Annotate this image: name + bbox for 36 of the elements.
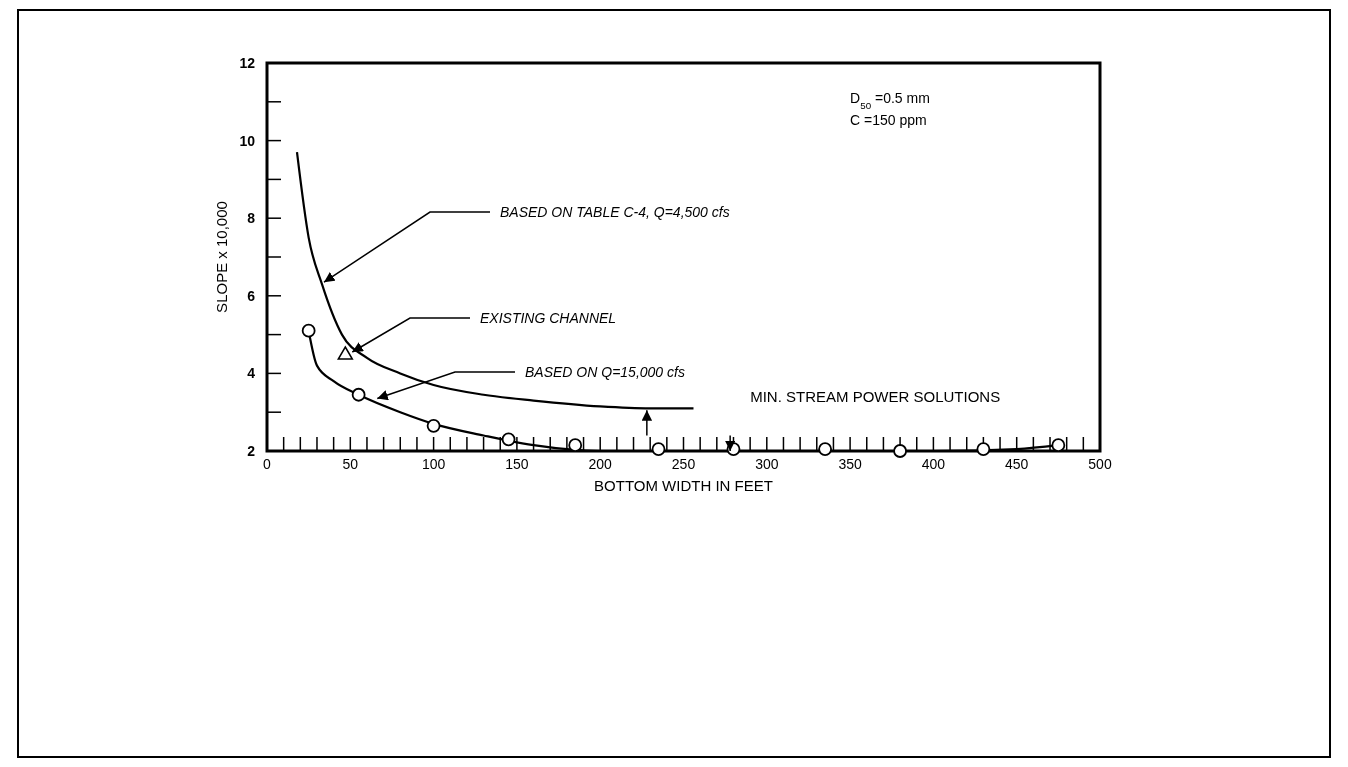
point: [651, 442, 666, 456]
x-tick-label: 100: [421, 456, 446, 472]
y-tick-label: 6: [247, 287, 256, 304]
annotation: BASED ON Q=15,000 cfs: [525, 363, 685, 380]
x-tick-label: 50: [342, 456, 359, 472]
x-tick-label: 200: [588, 456, 613, 472]
point: [337, 346, 354, 360]
annotation: EXISTING CHANNEL: [480, 309, 617, 326]
x-tick-label: 400: [921, 456, 946, 472]
y-tick-label: 4: [247, 365, 256, 382]
y-tick-label: 10: [239, 132, 256, 149]
annotation: C =150 ppm: [850, 112, 927, 128]
y-tick-label: 12: [239, 54, 256, 71]
point: [301, 323, 316, 338]
point: [976, 442, 991, 456]
point: [351, 387, 366, 402]
x-tick-label: 500: [1088, 456, 1112, 472]
point: [818, 442, 833, 456]
point: [501, 432, 516, 447]
annotation: BASED ON TABLE C-4, Q=4,500 cfs: [500, 203, 730, 220]
x-tick-label: 450: [1005, 456, 1029, 472]
point: [426, 418, 441, 433]
x-axis-title: BOTTOM WIDTH IN FEET: [594, 477, 773, 494]
y-tick-label: 2: [247, 442, 256, 459]
x-tick-label: 150: [505, 456, 529, 472]
point: [568, 438, 583, 453]
x-tick-label: 250: [671, 456, 696, 472]
point: [893, 444, 907, 458]
y-tick-label: 8: [247, 210, 256, 227]
y-axis-title: SLOPE x 10,000: [213, 201, 230, 313]
point: [1051, 438, 1066, 453]
annotation: MIN. STREAM POWER SOLUTIONS: [750, 388, 1001, 406]
x-tick-label: 350: [838, 456, 862, 472]
annotation: D$_{50}$ =0.5 mm: [850, 90, 930, 111]
x-tick-label: 0: [263, 456, 272, 472]
x-tick-label: 300: [755, 456, 779, 472]
